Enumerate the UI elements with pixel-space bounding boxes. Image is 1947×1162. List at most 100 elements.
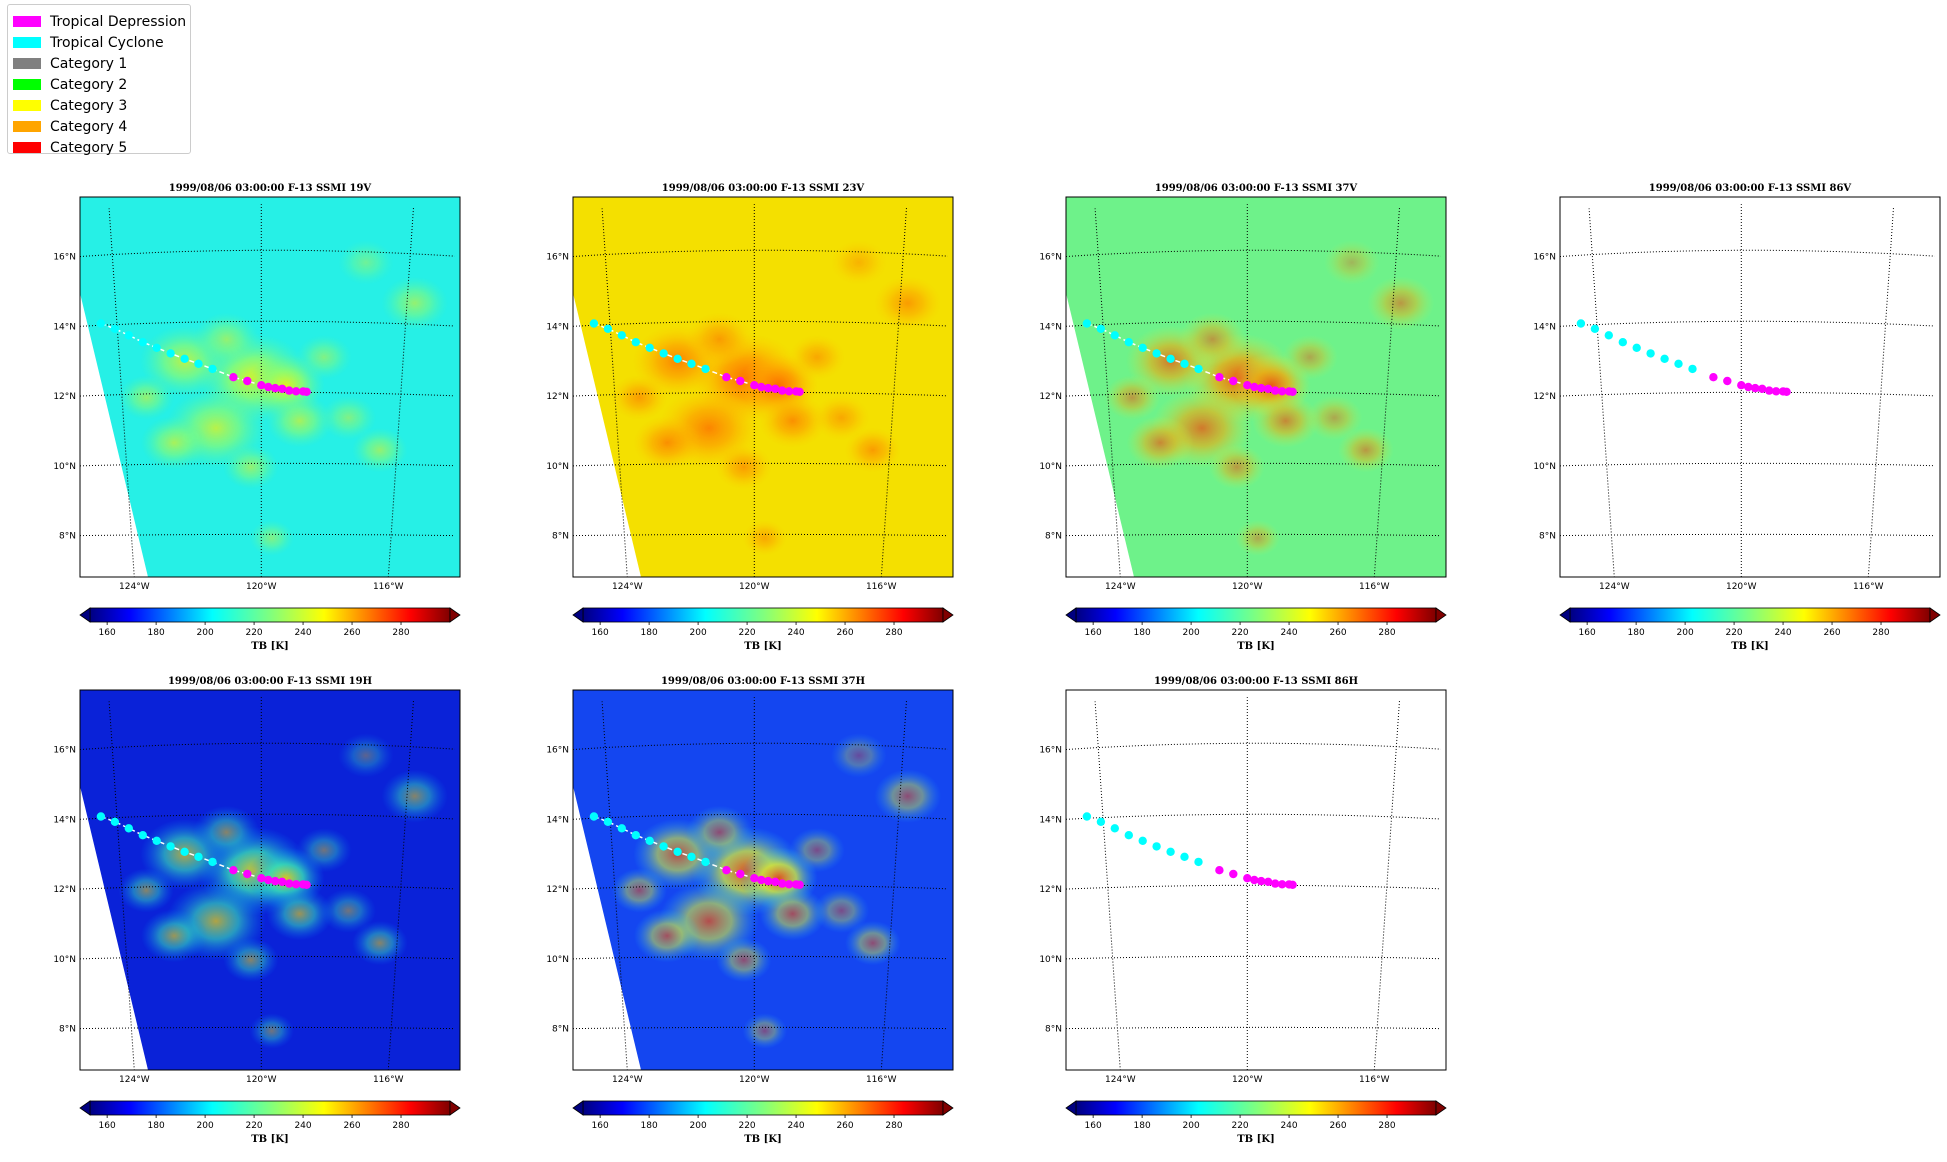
- parallel-line: [1066, 742, 1441, 750]
- track-point: [96, 812, 106, 821]
- parallel-line: [1066, 533, 1441, 537]
- track-point: [750, 874, 759, 883]
- lon-tick-label: 124°W: [1599, 582, 1630, 592]
- lat-tick-label: 14°N: [1533, 322, 1556, 332]
- track-point: [722, 373, 731, 382]
- track-point: [589, 319, 599, 328]
- track-point: [1229, 869, 1238, 879]
- colorbar-tick-label: 240: [787, 1121, 804, 1131]
- colorbar-min-extend: [1065, 1100, 1077, 1116]
- colorbar-tick-label: 280: [885, 628, 902, 638]
- parallel-line: [573, 1026, 948, 1030]
- track-point: [180, 847, 189, 856]
- colorbar-tick-label: 160: [592, 1121, 609, 1131]
- track-point: [152, 836, 161, 845]
- tb-feature: [266, 887, 334, 941]
- track-point: [771, 384, 780, 393]
- track-point: [180, 354, 189, 363]
- map-frame: [1065, 196, 1447, 578]
- lat-tick-label: 14°N: [1039, 322, 1062, 332]
- track-point: [1709, 373, 1718, 382]
- track-point: [1194, 857, 1203, 867]
- track-point: [1723, 376, 1732, 386]
- tb-feature: [140, 909, 208, 963]
- parallel-line: [573, 462, 948, 467]
- tb-feature: [381, 276, 449, 330]
- lon-tick-label: 124°W: [1105, 582, 1136, 592]
- colorbar-tick-label: 180: [641, 1121, 658, 1131]
- parallel-line: [573, 742, 948, 750]
- colorbar-label: TB [K]: [251, 641, 289, 652]
- lat-tick-label: 10°N: [546, 955, 569, 965]
- lat-tick-label: 10°N: [1533, 462, 1556, 472]
- legend-label: Category 2: [50, 76, 128, 93]
- tb-feature: [1104, 375, 1161, 420]
- parallel-line: [1560, 533, 1935, 537]
- map-panel: 1999/08/06 03:00:00 F-13 SSMI 86V 16°N 14°…: [1533, 183, 1941, 652]
- parallel-line: [573, 533, 948, 537]
- track-point: [1288, 387, 1297, 396]
- track-point: [1243, 874, 1252, 883]
- colorbar-gradient: [89, 1100, 451, 1116]
- track-point: [771, 877, 780, 886]
- colorbar-max-extend: [449, 1100, 461, 1116]
- lat-tick-label: 10°N: [1039, 462, 1062, 472]
- lat-tick-label: 12°N: [546, 885, 569, 895]
- legend-swatch: [13, 100, 41, 111]
- colorbar-tick-label: 160: [1085, 628, 1102, 638]
- colorbar-min-extend: [1559, 607, 1571, 623]
- lon-tick-label: 124°W: [119, 1075, 150, 1085]
- tb-feature: [140, 416, 208, 470]
- colorbar-gradient: [89, 607, 451, 623]
- track-point: [1124, 338, 1134, 347]
- lat-tick-label: 14°N: [546, 815, 569, 825]
- track-point: [795, 387, 804, 396]
- lat-tick-label: 16°N: [53, 253, 76, 263]
- legend-label: Category 5: [50, 139, 128, 156]
- track-point: [291, 880, 301, 889]
- track-point: [1082, 319, 1092, 328]
- colorbar-tick-label: 240: [787, 628, 804, 638]
- legend-label: Category 3: [50, 97, 128, 114]
- track-point: [1688, 364, 1697, 374]
- colorbar-tick-label: 160: [99, 628, 116, 638]
- colorbar-tick-label: 240: [294, 1121, 311, 1131]
- colorbar-tick-label: 180: [1134, 1121, 1151, 1131]
- track-point: [1758, 384, 1767, 393]
- track-point: [1257, 876, 1266, 886]
- parallel-line: [573, 884, 948, 890]
- tb-feature: [830, 240, 887, 285]
- track-point: [1152, 842, 1161, 851]
- map-frame: [572, 689, 954, 1071]
- colorbar-gradient: [1075, 1100, 1437, 1116]
- lon-tick-label: 116°W: [866, 582, 897, 592]
- lon-tick-label: 120°W: [246, 1075, 277, 1085]
- track-point: [645, 836, 654, 845]
- colorbar-tick-label: 220: [245, 1121, 262, 1131]
- tb-feature: [633, 909, 701, 963]
- parallel-line: [1560, 462, 1935, 467]
- colorbar-tick-label: 220: [1231, 1121, 1248, 1131]
- track-point: [701, 364, 710, 374]
- track-point: [208, 857, 217, 867]
- tb-feature: [351, 427, 408, 473]
- track-point: [138, 338, 147, 347]
- map-frame: [572, 196, 954, 578]
- track-point: [784, 387, 794, 396]
- colorbar-tick-label: 180: [1134, 628, 1151, 638]
- tb-feature: [715, 937, 772, 983]
- track-point: [110, 817, 120, 826]
- parallel-line: [573, 813, 948, 820]
- lat-tick-label: 16°N: [546, 253, 569, 263]
- track-point: [124, 331, 133, 340]
- lon-tick-label: 120°W: [246, 582, 277, 592]
- map-panel: 1999/08/06 03:00:00 F-13 SSMI 37H 16°N 14°…: [546, 676, 954, 1145]
- map-panel: 1999/08/06 03:00:00 F-13 SSMI 19H 16°N 14°…: [53, 676, 461, 1145]
- tb-feature: [1323, 240, 1380, 285]
- track-point: [1138, 343, 1147, 352]
- lon-tick-label: 120°W: [1726, 582, 1757, 592]
- colorbar-label: TB [K]: [1731, 641, 1769, 652]
- lat-tick-label: 8°N: [552, 532, 569, 542]
- track-point: [1215, 373, 1224, 382]
